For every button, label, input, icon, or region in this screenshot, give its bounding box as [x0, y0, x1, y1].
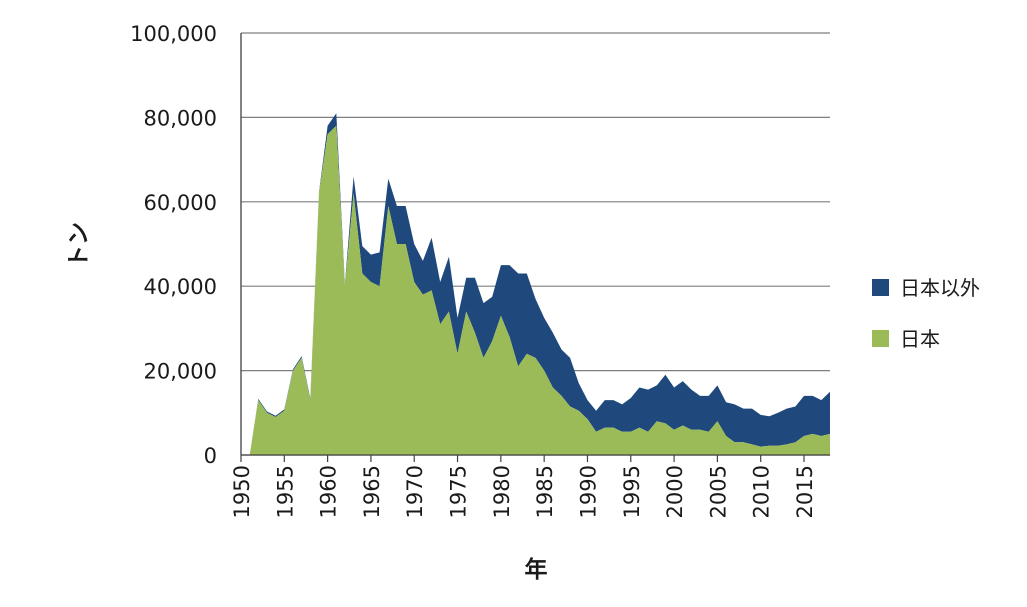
y-tick-label: 60,000 — [144, 191, 217, 215]
y-tick-label: 100,000 — [130, 22, 217, 46]
x-tick-label: 1985 — [533, 465, 557, 518]
x-tick-label: 1970 — [403, 465, 427, 518]
x-tick-label: 1975 — [447, 465, 471, 518]
y-tick-label: 40,000 — [144, 275, 217, 299]
legend-swatch-japan — [872, 330, 889, 347]
axes — [240, 33, 830, 462]
area-series-japan — [249, 125, 830, 456]
x-tick-label: 1980 — [490, 465, 514, 518]
x-tick-label: 2010 — [750, 465, 774, 518]
y-tick-label: 0 — [204, 444, 217, 468]
x-tick-labels: 1950 1955 1960 1965 1970 1975 1980 1985 1990 1995… — [230, 465, 817, 518]
areas — [249, 113, 830, 456]
x-tick-label: 1990 — [577, 465, 601, 518]
x-tick-label: 1955 — [273, 465, 297, 518]
x-tick-label: 1965 — [360, 465, 384, 518]
x-axis-title: 年 — [525, 556, 548, 583]
y-axis-title: トン — [66, 222, 92, 268]
x-tick-label: 2005 — [706, 465, 730, 518]
y-tick-labels: 0 20,000 40,000 60,000 80,000 100,000 — [130, 22, 217, 468]
x-tick-label: 2000 — [663, 465, 687, 518]
x-tick-label: 1995 — [620, 465, 644, 518]
x-tick-label: 1960 — [317, 465, 341, 518]
area-series-other — [249, 113, 830, 455]
x-tick-label: 1950 — [230, 465, 254, 518]
y-tick-label: 20,000 — [144, 360, 217, 384]
y-tick-label: 80,000 — [144, 106, 217, 130]
legend-label-japan: 日本 — [900, 327, 940, 351]
legend-swatch-other — [872, 279, 889, 296]
legend-label-other: 日本以外 — [900, 276, 980, 300]
legend: 日本以外 日本 — [872, 276, 980, 351]
x-tick-label: 2015 — [793, 465, 817, 518]
